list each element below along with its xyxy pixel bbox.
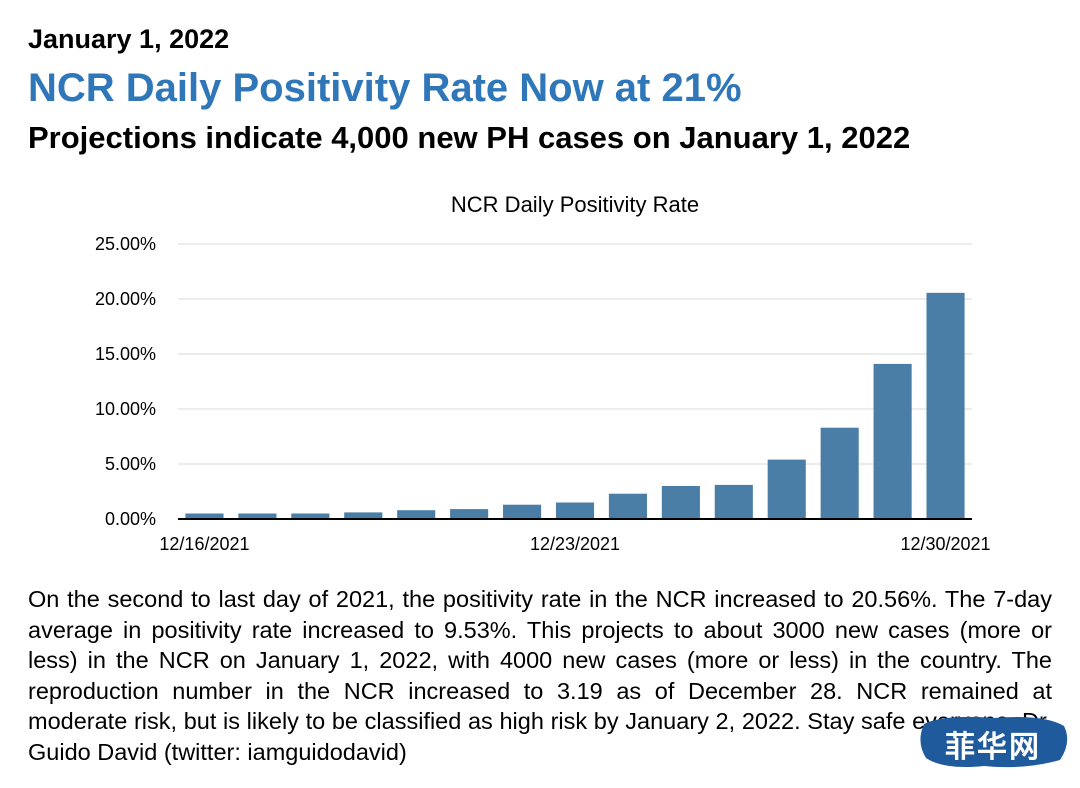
bar-12-20-2021 [397,510,436,519]
site-watermark: 菲华网 [914,712,1072,772]
bar-12-26-2021 [714,484,753,519]
bar-12-23-2021 [555,502,595,519]
chart-title: NCR Daily Positivity Rate [451,192,699,217]
y-tick-label: 25.00% [95,234,156,254]
bars [185,292,965,519]
bar-12-16-2021 [185,513,224,519]
bar-12-21-2021 [450,509,489,519]
bar-12-25-2021 [661,486,700,519]
bar-12-19-2021 [344,512,383,519]
bar-12-17-2021 [238,513,277,519]
y-tick-label: 0.00% [105,509,156,529]
y-axis-ticks: 0.00% 5.00% 10.00% 15.00% 20.00% 25.00% [95,234,156,529]
x-tick-label: 12/23/2021 [530,534,620,554]
y-tick-label: 15.00% [95,344,156,364]
subheadline: Projections indicate 4,000 new PH cases … [28,120,911,155]
bar-12-27-2021 [767,459,806,519]
date-line: January 1, 2022 [28,24,230,54]
body-paragraph: On the second to last day of 2021, the p… [28,586,1052,765]
x-tick-label: 12/30/2021 [900,534,990,554]
bar-12-30-2021 [926,292,965,519]
x-tick-label: 12/16/2021 [159,534,249,554]
watermark-brush-icon [920,716,1068,768]
watermark-text: 菲华网 [945,730,1041,765]
bar-12-18-2021 [291,513,330,519]
x-axis-ticks: 12/16/2021 12/23/2021 12/30/2021 [159,534,990,554]
bar-12-28-2021 [820,427,859,519]
positivity-rate-chart: NCR Daily Positivity Rate 0.00% 5.00% 10.0… [95,192,991,554]
headline: NCR Daily Positivity Rate Now at 21% [28,66,742,110]
bar-12-22-2021 [503,504,542,519]
bar-12-29-2021 [873,363,912,519]
y-tick-label: 5.00% [105,454,156,474]
y-tick-label: 20.00% [95,289,156,309]
y-tick-label: 10.00% [95,399,156,419]
bar-12-24-2021 [608,493,647,519]
